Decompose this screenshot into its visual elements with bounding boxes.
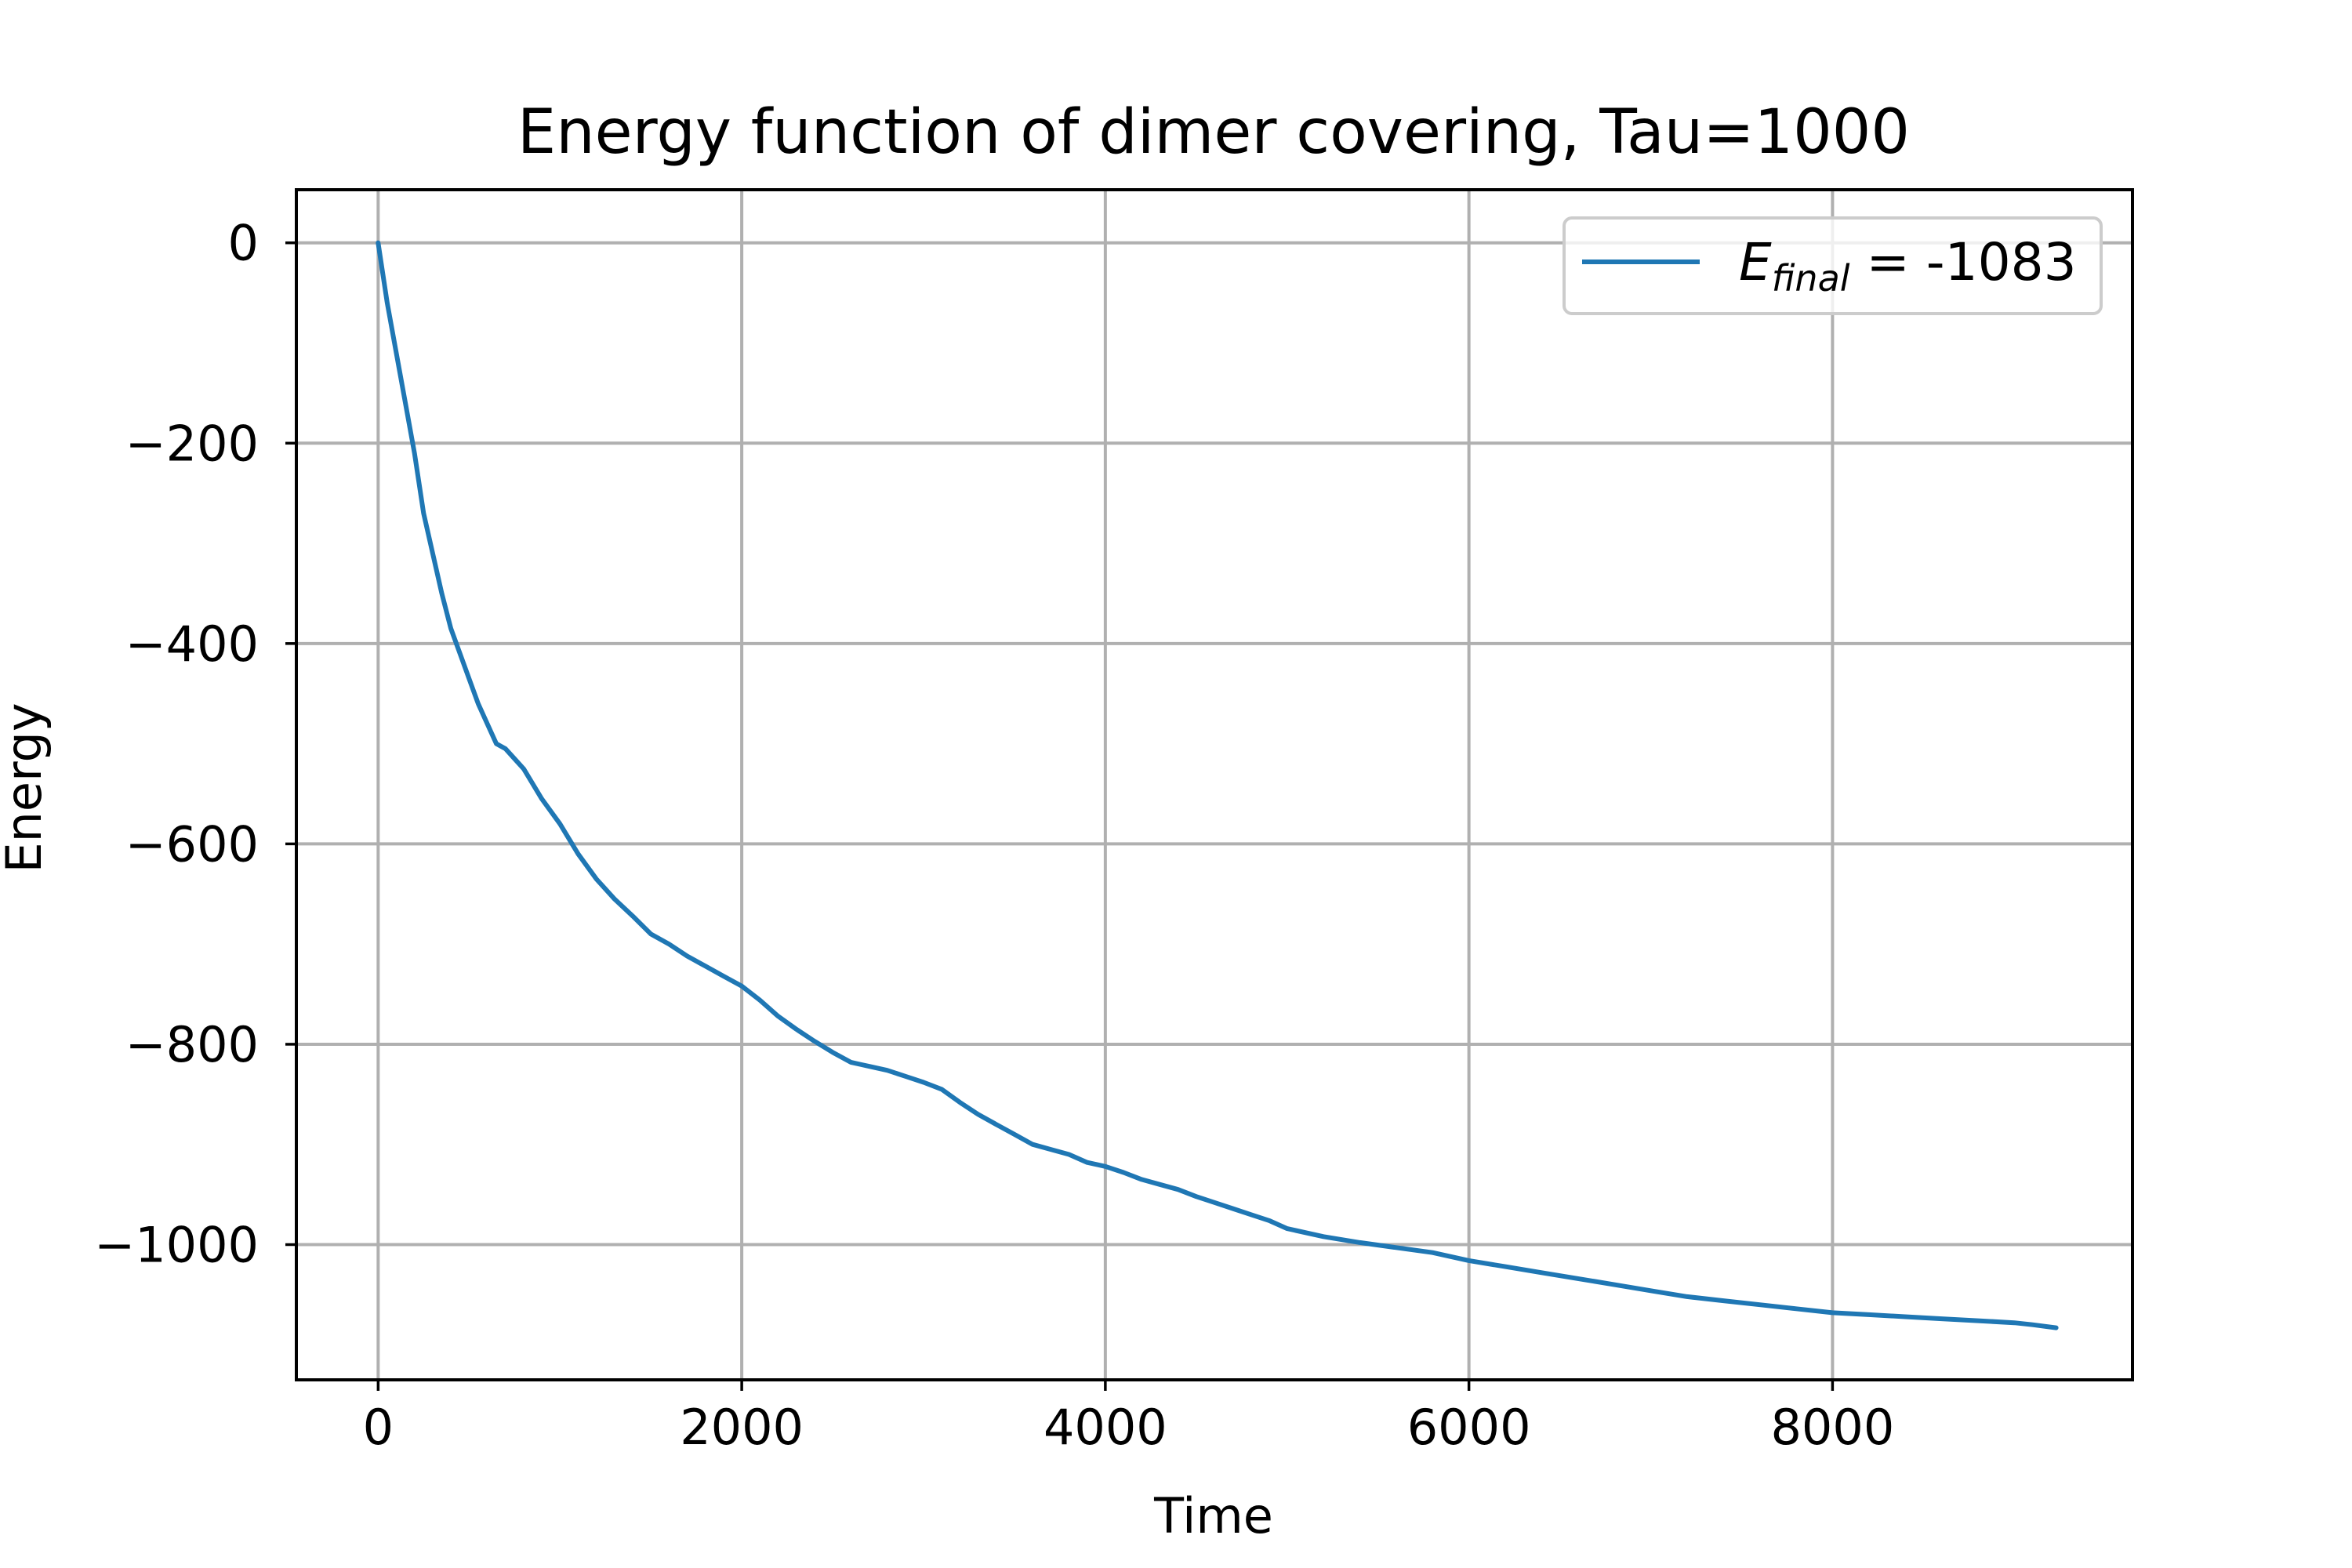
grid bbox=[296, 190, 2132, 1380]
ticks: 0 2000 4000 6000 8000 0 −200 −400 −600 −800 −1000 bbox=[94, 215, 1894, 1456]
legend: Efinal = -1083 bbox=[1563, 216, 2103, 315]
x-tick-label: 0 bbox=[363, 1399, 394, 1456]
y-tick-label: −200 bbox=[125, 415, 259, 472]
y-tick-label: −800 bbox=[125, 1016, 259, 1073]
legend-label-rest: = -1083 bbox=[1850, 232, 2077, 292]
y-tick-label: −1000 bbox=[94, 1217, 259, 1274]
y-tick-label: −400 bbox=[125, 615, 259, 673]
plot-frame bbox=[295, 188, 2134, 1381]
x-axis-label: Time bbox=[1153, 1487, 1273, 1544]
series-layer bbox=[376, 240, 2059, 1330]
legend-label-sub: final bbox=[1772, 257, 1850, 299]
legend-label: Efinal = -1083 bbox=[1739, 232, 2077, 299]
series-line bbox=[376, 240, 2059, 1330]
legend-box bbox=[1563, 216, 2103, 315]
x-tick-label: 6000 bbox=[1407, 1399, 1531, 1456]
legend-label-main: E bbox=[1739, 232, 1772, 292]
x-tick-label: 2000 bbox=[680, 1399, 804, 1456]
y-axis-label: Energy bbox=[0, 702, 53, 873]
y-tick-label: −600 bbox=[125, 815, 259, 873]
x-tick-label: 4000 bbox=[1044, 1399, 1167, 1456]
y-tick-label: 0 bbox=[228, 215, 259, 272]
x-tick-label: 8000 bbox=[1770, 1399, 1894, 1456]
chart-title: Energy function of dimer covering, Tau=1… bbox=[517, 97, 1910, 168]
